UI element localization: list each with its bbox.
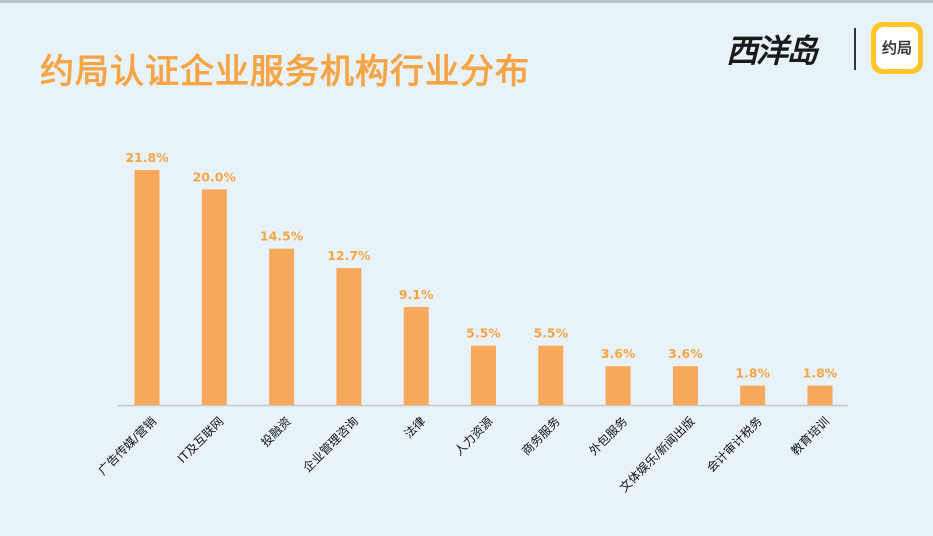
data-label: 12.7% [327, 248, 371, 263]
data-label: 3.6% [668, 346, 703, 361]
top-rule [0, 0, 933, 3]
bar [201, 189, 227, 405]
category-label: IT及互联网 [175, 414, 227, 466]
data-label: 1.8% [803, 366, 838, 381]
brand-wordmark: 西洋岛 [726, 32, 818, 70]
category-label: 企业管理咨询 [299, 414, 361, 476]
data-label: 1.8% [735, 366, 770, 381]
chart-title: 约局认证企业服务机构行业分布 [40, 52, 530, 92]
bar [672, 366, 698, 405]
bar [471, 345, 496, 405]
app-logo-icon: 约局 [871, 22, 923, 74]
bar [807, 385, 833, 405]
data-label: 5.5% [533, 326, 568, 341]
category-label: 教育培训 [788, 414, 833, 459]
category-label: 人力资源 [452, 414, 496, 458]
bar [134, 170, 160, 405]
data-label: 9.1% [399, 287, 434, 302]
category-label: 广告传媒/营销 [95, 414, 159, 478]
category-label: 商务服务 [518, 414, 563, 459]
bar [740, 385, 766, 405]
bar [605, 366, 631, 405]
bar [269, 248, 295, 405]
bar [538, 345, 564, 405]
data-label: 20.0% [193, 169, 237, 184]
category-label: 会计审计税务 [703, 414, 765, 476]
category-label: 法律 [401, 414, 428, 441]
category-label: 外包服务 [586, 414, 631, 459]
bar [403, 306, 429, 405]
data-label: 3.6% [601, 346, 636, 361]
data-label: 5.5% [466, 326, 501, 341]
brand-divider [854, 28, 856, 70]
app-logo-text: 约局 [876, 27, 918, 69]
data-label: 14.5% [260, 229, 304, 244]
bar [336, 268, 362, 405]
data-label: 21.8% [125, 150, 169, 165]
category-label: 投融资 [258, 414, 294, 450]
